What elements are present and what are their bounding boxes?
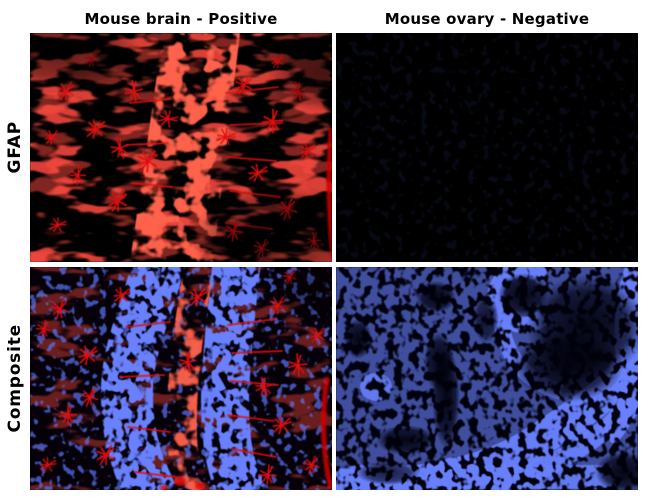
- column-title-mouse-ovary: Mouse ovary - Negative: [384, 10, 590, 28]
- red-fiber-strokes: [119, 318, 283, 478]
- row-label-gfap-text: GFAP: [5, 121, 25, 174]
- red-bottom-clumps: [160, 476, 205, 490]
- dark-vignettes: [30, 33, 332, 262]
- blue-nuclei-clumps: [113, 297, 262, 487]
- edge-red-streak: [326, 128, 332, 262]
- faint-background-speckle: [336, 33, 638, 262]
- micrograph-gfap-mouse-brain: [30, 33, 332, 262]
- row-label-gfap: GFAP: [0, 33, 30, 262]
- edge-red-streak: [321, 376, 332, 490]
- micrograph-composite-mouse-ovary: [336, 267, 638, 490]
- micrograph-gfap-mouse-ovary-negative: [336, 33, 638, 262]
- micrograph-composite-mouse-brain: [30, 267, 332, 490]
- dark-vignette: [270, 267, 332, 320]
- row-label-composite: Composite: [0, 267, 30, 490]
- row-label-composite-text: Composite: [5, 324, 25, 433]
- column-title-mouse-brain: Mouse brain - Positive: [84, 10, 278, 28]
- dark-tissue-gaps: [344, 273, 638, 490]
- bright-nuclei-clumps: [360, 373, 592, 477]
